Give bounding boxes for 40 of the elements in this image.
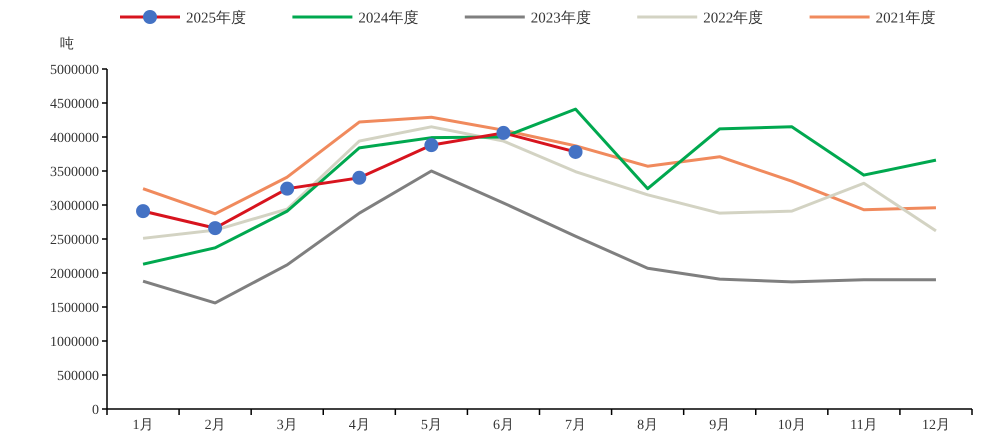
y-tick-label: 4500000 [50,96,99,112]
y-tick-label: 500000 [57,368,99,384]
x-tick-label: 9月 [709,418,730,433]
point [208,221,222,236]
x-tick-label: 1月 [132,418,154,433]
legend-label: 2023年度 [530,9,591,26]
point [496,126,510,140]
line-series [142,116,938,216]
line-series [142,108,938,266]
x-tick-label: 3月 [276,418,298,433]
point [352,170,366,185]
x-tick-label: 4月 [348,418,370,433]
x-tick-label: 7月 [565,418,586,433]
x-tick-label: 5月 [420,418,442,433]
legend-label: 2021年度 [876,9,936,26]
y-tick-label: 0 [92,402,99,418]
legend-label: 2024年度 [358,9,418,26]
y-tick-label: 5000000 [50,62,99,78]
y-tick-label: 3000000 [50,198,99,214]
x-tick-label: 12月 [922,418,950,433]
legend-label: 2022年度 [703,9,764,26]
legend-label: 2025年度 [186,9,246,26]
line-series [142,125,938,240]
point [424,138,438,152]
y-tick-label: 2000000 [50,266,99,282]
y-tick-label: 1000000 [50,334,99,350]
x-tick-label: 8月 [637,418,658,433]
x-tick-label: 11月 [850,418,878,433]
y-tick-label: 1500000 [50,300,99,316]
y-axis-title: 吨 [60,36,74,52]
x-tick-label: 10月 [778,418,806,433]
point [136,204,150,218]
y-tick-label: 4000000 [50,130,99,146]
point [568,144,583,159]
x-tick-label: 2月 [204,418,226,433]
x-tick-label: 6月 [492,418,514,433]
y-tick-label: 2500000 [50,232,99,248]
y-tick-label: 3500000 [50,164,99,180]
point [280,182,294,196]
line-series [142,170,938,304]
